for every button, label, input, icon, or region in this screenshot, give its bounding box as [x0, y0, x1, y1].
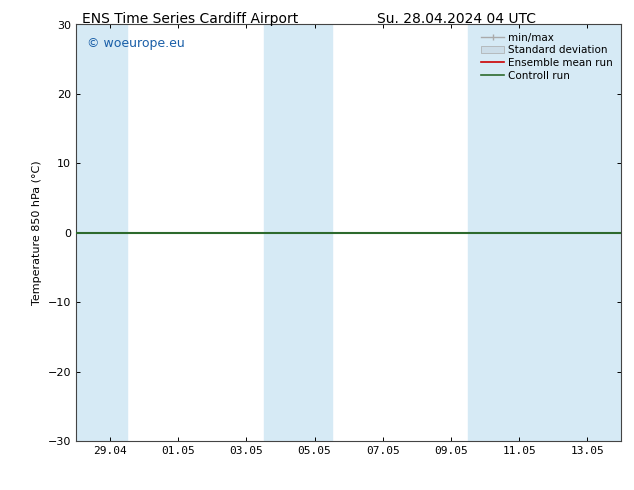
- Bar: [264, 24, 332, 441]
- Bar: [468, 24, 621, 441]
- Text: © woeurope.eu: © woeurope.eu: [87, 37, 184, 50]
- Text: ENS Time Series Cardiff Airport: ENS Time Series Cardiff Airport: [82, 12, 299, 26]
- Y-axis label: Temperature 850 hPa (°C): Temperature 850 hPa (°C): [32, 160, 42, 305]
- Text: Su. 28.04.2024 04 UTC: Su. 28.04.2024 04 UTC: [377, 12, 536, 26]
- Legend: min/max, Standard deviation, Ensemble mean run, Controll run: min/max, Standard deviation, Ensemble me…: [478, 30, 616, 84]
- Bar: [76, 24, 127, 441]
